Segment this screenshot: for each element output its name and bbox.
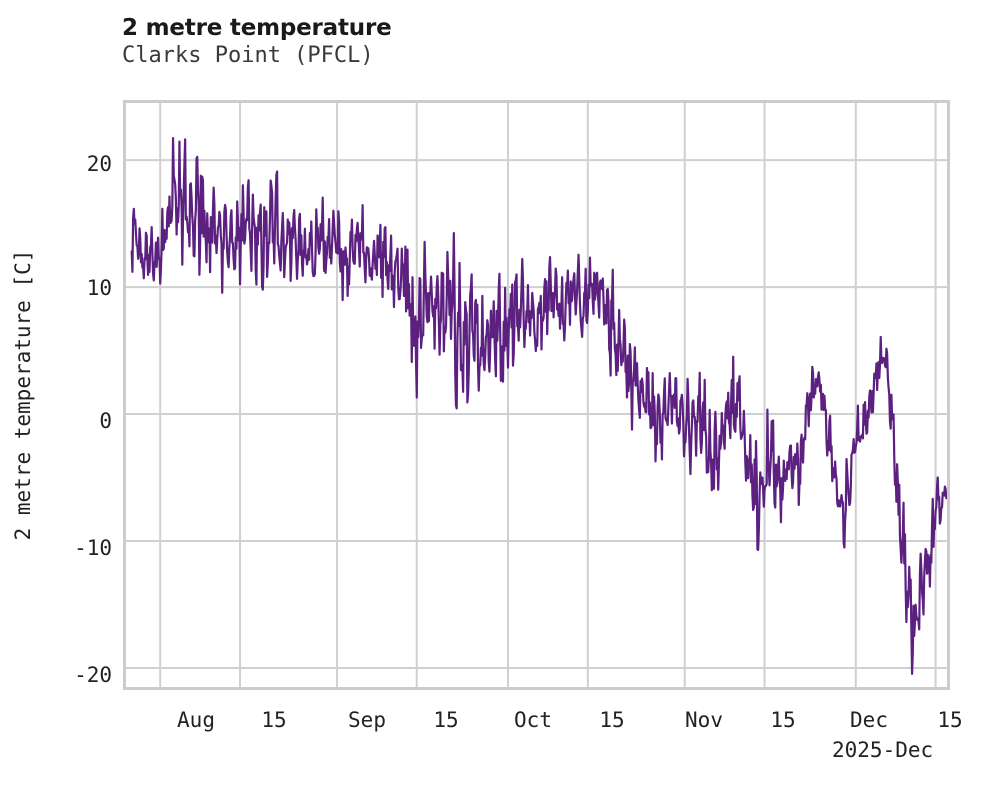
x-tick-label-aug: Aug [177,708,215,732]
y-axis-label: 2 metre temperature [C] [11,249,35,541]
y-tick-label-m20: -20 [74,663,112,687]
temperature-series-line [130,137,947,675]
x-tick-label-dec15: 15 [937,708,963,732]
x-tick-label-oct: Oct [514,708,552,732]
y-axis-label-container: 2 metre temperature [C] [0,100,46,690]
x-tick-label-nov: Nov [685,708,723,732]
x-tick-label-nov15: 15 [770,708,796,732]
x-axis-unit-label: 2025-Dec [832,738,934,762]
x-tick-label-dec: Dec [850,708,888,732]
x-tick-label-sep15: 15 [433,708,459,732]
y-tick-label-0: 0 [99,409,112,433]
y-tick-label-10: 10 [86,276,112,300]
temperature-line-chart [126,103,947,687]
y-tick-label-m10: -10 [74,536,112,560]
x-tick-label-aug15: 15 [261,708,287,732]
title-block: 2 metre temperature Clarks Point (PFCL) [122,14,962,69]
plot-area [123,100,950,690]
page-title: 2 metre temperature [122,15,392,41]
y-tick-label-20: 20 [86,152,112,176]
vertical-gridlines [159,103,937,687]
x-tick-label-oct15: 15 [599,708,625,732]
chart-subtitle: Clarks Point (PFCL) [122,43,374,68]
x-tick-label-sep: Sep [348,708,386,732]
